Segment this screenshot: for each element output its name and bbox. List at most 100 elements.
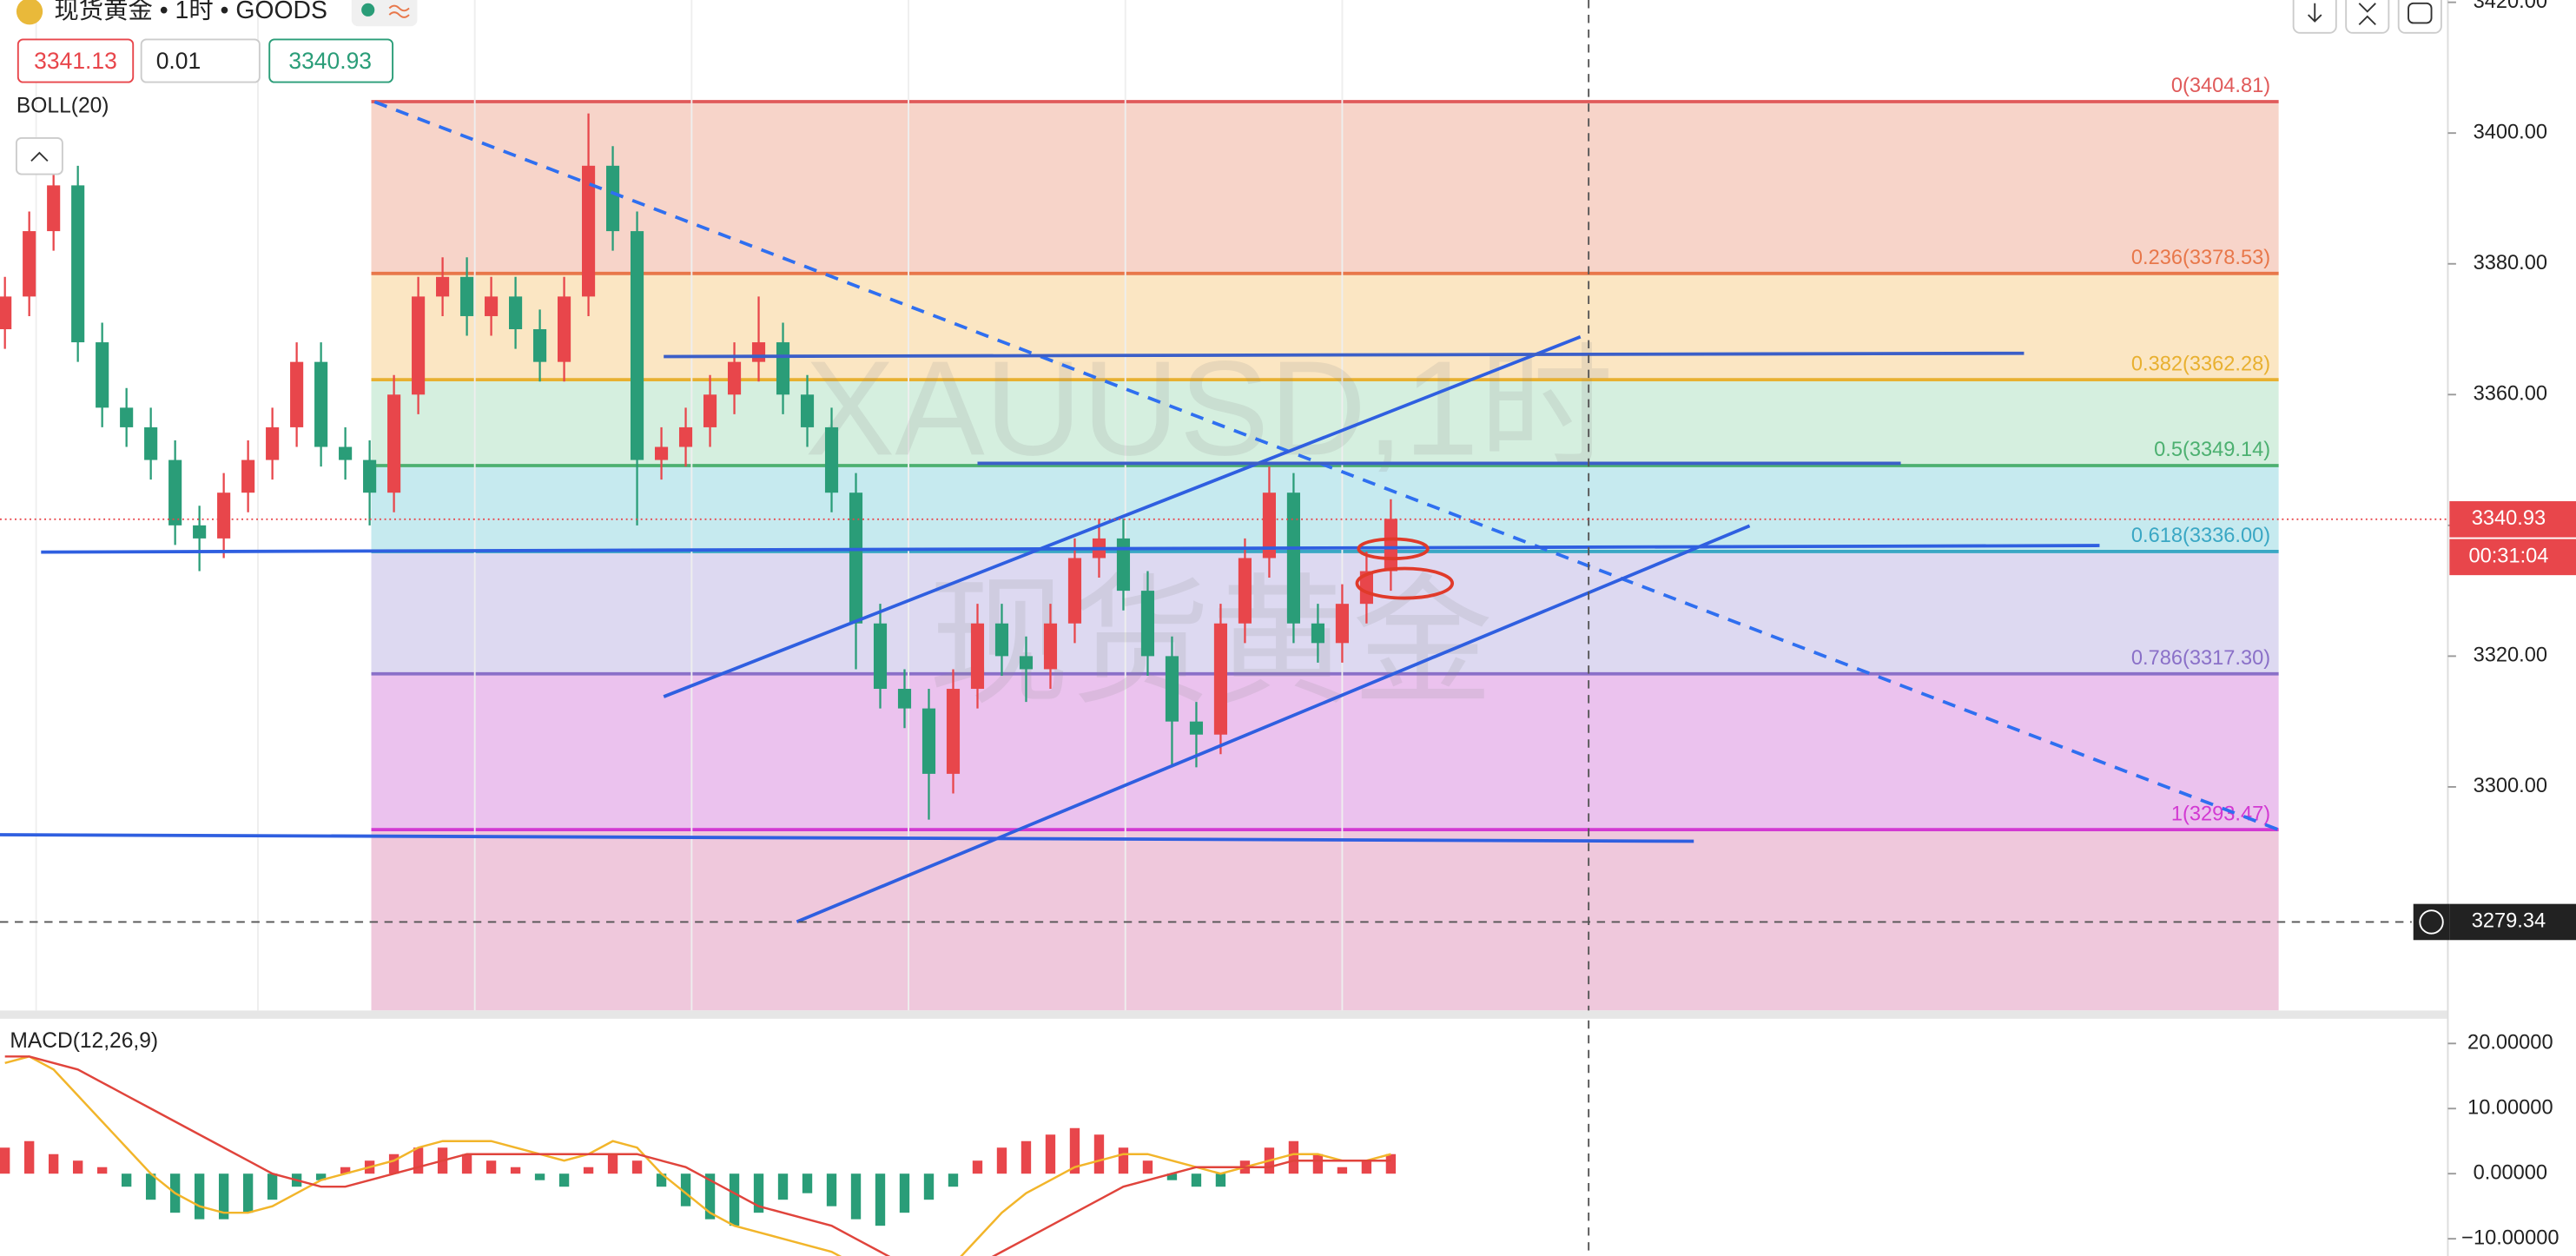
macd-bar	[194, 1173, 205, 1220]
last-price-tag	[2449, 501, 2576, 538]
countdown-tag	[2449, 539, 2576, 576]
candle-body	[217, 492, 231, 539]
candle-body	[873, 623, 888, 690]
candle-body	[71, 185, 85, 343]
candle-body	[47, 185, 61, 232]
y2-tick-label: −10.00000	[2461, 1226, 2559, 1249]
y2-tick-label: 20.00000	[2467, 1032, 2553, 1054]
macd-bar	[1069, 1127, 1080, 1174]
candle-body	[290, 361, 304, 427]
fib-zone	[371, 466, 2279, 552]
watermark: XAUUSD,1时	[805, 333, 1614, 483]
shrink-icon	[2358, 3, 2376, 26]
macd-bar	[1045, 1134, 1056, 1174]
candle-body	[241, 459, 255, 493]
crosshair-tag	[2449, 903, 2576, 941]
candle-body	[266, 426, 280, 460]
candle-body	[776, 342, 790, 395]
candle-body	[436, 276, 450, 297]
macd-bar	[729, 1173, 740, 1226]
macd-bar	[899, 1173, 910, 1213]
last-price-label: 3340.93	[2472, 507, 2546, 530]
lot-input[interactable]	[140, 38, 261, 83]
macd-bar	[1093, 1134, 1105, 1174]
macd-bar	[923, 1173, 935, 1200]
download-icon	[2308, 3, 2322, 23]
y2-tick-label: 0.00000	[2474, 1161, 2547, 1184]
fullscreen-icon	[2408, 2, 2433, 24]
candle-body	[1067, 558, 1082, 624]
y-tick-label: 3360.00	[2474, 383, 2547, 406]
macd-bar	[461, 1154, 472, 1174]
macd-bar	[534, 1173, 545, 1180]
y-tick-label: 3320.00	[2474, 645, 2547, 667]
macd-bar	[948, 1173, 959, 1187]
collapse-icon	[30, 151, 49, 162]
candle-body	[1019, 656, 1034, 670]
watermark: 现货黄金	[928, 565, 1494, 722]
macd-bar	[48, 1154, 59, 1174]
ask-box[interactable]	[268, 38, 394, 83]
drawings	[0, 100, 2280, 923]
time-grid	[35, 0, 1344, 1011]
macd-bar	[680, 1173, 691, 1206]
candle-body	[1311, 623, 1324, 644]
candle-body	[1359, 571, 1373, 605]
candle-body	[1116, 538, 1131, 592]
y-tick-label: 3380.00	[2474, 252, 2547, 274]
candle-body	[1384, 519, 1397, 572]
candle-body	[630, 231, 644, 460]
candle-body	[800, 394, 815, 427]
candle-body	[1262, 492, 1277, 559]
collapse-button[interactable]	[15, 136, 63, 175]
macd-bar	[1020, 1140, 1032, 1174]
fullscreen-button[interactable]	[2397, 0, 2442, 34]
status-dot	[361, 3, 375, 17]
macd-bar	[1166, 1173, 1178, 1180]
candle-body	[921, 708, 936, 774]
y-tick-label: 3300.00	[2474, 775, 2547, 797]
candle-body	[1213, 623, 1228, 735]
candle-body	[96, 342, 109, 408]
macd-bar	[972, 1160, 983, 1174]
macd-bar	[1142, 1160, 1153, 1174]
candle-body	[23, 231, 36, 297]
macd-label: MACD(12,26,9)	[10, 1029, 158, 1053]
macd-bar	[1288, 1140, 1299, 1174]
candle-body	[727, 361, 742, 395]
candle-body	[678, 426, 693, 447]
macd-bar	[340, 1167, 351, 1174]
indicator-label: BOLL(20)	[17, 94, 109, 117]
fib-label: 0.786(3317.30)	[2131, 647, 2270, 670]
ask-price: 3340.93	[288, 48, 372, 74]
macd-bar	[1361, 1160, 1372, 1174]
macd-bar	[413, 1147, 424, 1174]
candle-body	[1189, 721, 1204, 735]
pane-separator	[0, 1010, 2448, 1019]
candle-body	[946, 689, 961, 774]
macd-bar	[145, 1173, 156, 1200]
fib-zone	[371, 101, 2279, 274]
candle-body	[387, 394, 401, 493]
macd-bar	[1312, 1154, 1324, 1174]
macd-bar	[1215, 1173, 1226, 1187]
lot-size: 0.01	[156, 48, 201, 74]
toolbar	[2292, 0, 2442, 34]
macd-bar	[558, 1173, 570, 1187]
macd-bar	[656, 1173, 667, 1187]
bid-price: 3341.13	[34, 48, 117, 74]
candle-body	[703, 394, 717, 427]
candle-body	[363, 459, 377, 493]
candle-body	[1335, 604, 1349, 644]
macd-bar	[242, 1173, 254, 1213]
macd-bar	[802, 1173, 813, 1193]
candle-body	[460, 276, 474, 316]
fib-zone	[371, 380, 2279, 466]
candle-body	[1238, 558, 1252, 624]
macd-bar	[1191, 1173, 1202, 1187]
macd-bar	[996, 1147, 1007, 1174]
macd-bar	[96, 1167, 108, 1174]
bid-box[interactable]	[17, 38, 135, 83]
y-tick-label: 3420.00	[2474, 0, 2547, 13]
macd-line	[4, 1055, 1391, 1256]
